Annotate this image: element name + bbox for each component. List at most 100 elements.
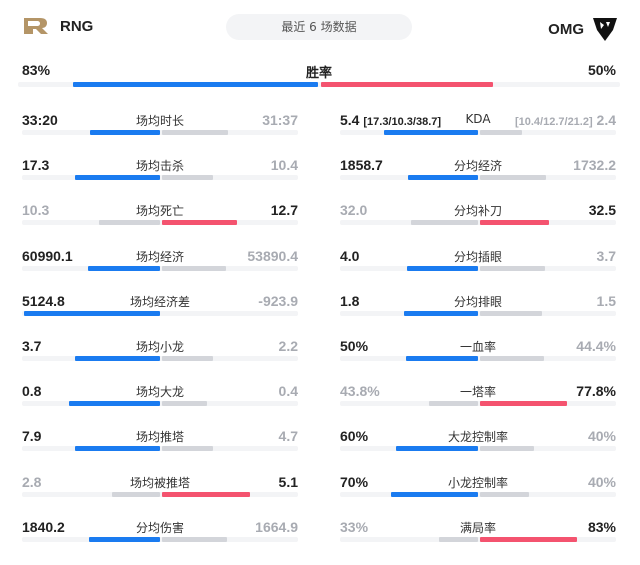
right-value-number: 12.7 bbox=[270, 202, 298, 219]
left-value: 17.3 bbox=[22, 157, 49, 173]
right-value-number: 2.2 bbox=[278, 337, 298, 354]
right-value: 32.5 bbox=[589, 202, 616, 218]
left-value-number: 5.4 bbox=[340, 112, 360, 128]
stat-track bbox=[340, 536, 616, 542]
left-value: 70% bbox=[340, 474, 368, 490]
left-stat-bar bbox=[75, 175, 160, 181]
right-value: 44.4% bbox=[576, 338, 616, 354]
left-stat-bar bbox=[383, 130, 478, 135]
left-stat-bar bbox=[403, 310, 478, 316]
left-value-number: 10.3 bbox=[22, 202, 50, 219]
left-value: 0.8 bbox=[22, 383, 41, 399]
win-rate-track bbox=[18, 82, 620, 87]
stat-track bbox=[340, 491, 616, 497]
left-value: 43.8% bbox=[340, 383, 380, 399]
left-stat-bar bbox=[396, 446, 478, 452]
right-stat-bar bbox=[480, 536, 578, 542]
left-value-number: 4.0 bbox=[340, 247, 360, 264]
left-stat-bar bbox=[439, 536, 478, 542]
right-stat-bar bbox=[162, 130, 229, 135]
recent-games-tab[interactable]: 最近 6 场数据 bbox=[226, 14, 412, 40]
right-stat-bar bbox=[480, 130, 522, 135]
right-value: 2.2 bbox=[279, 338, 298, 354]
right-value-number: 1732.2 bbox=[573, 157, 616, 174]
left-team[interactable]: RNG bbox=[22, 16, 93, 36]
stat-row: 17.3 场均击杀 10.4 bbox=[22, 155, 298, 200]
stat-row: 0.8 场均大龙 0.4 bbox=[22, 381, 298, 426]
stat-label: 场均击杀 bbox=[135, 159, 184, 174]
stat-label: 场均推塔 bbox=[135, 430, 184, 445]
stat-track bbox=[340, 220, 616, 226]
stat-track bbox=[22, 130, 298, 135]
stat-row: 4.0 分均插眼 3.7 bbox=[340, 246, 616, 291]
stat-row: 2.8 场均被推塔 5.1 bbox=[22, 472, 298, 517]
left-win-rate-bar bbox=[73, 82, 318, 87]
stat-label: 场均死亡 bbox=[135, 204, 184, 219]
left-stat-bar bbox=[111, 491, 160, 497]
right-stat-bar bbox=[480, 175, 546, 181]
left-value: 1840.2 bbox=[22, 519, 65, 535]
left-value: 33:20 bbox=[22, 112, 58, 128]
stat-label: 大龙控制率 bbox=[447, 430, 508, 445]
left-value-number: 3.7 bbox=[22, 337, 42, 354]
left-value: 50% bbox=[340, 338, 368, 354]
left-stat-bar bbox=[88, 536, 160, 542]
stat-row: 3.7 场均小龙 2.2 bbox=[22, 336, 298, 381]
stat-track bbox=[340, 265, 616, 271]
win-rate-label: 胜率 bbox=[305, 66, 332, 81]
right-stat-bar bbox=[162, 446, 213, 452]
stat-label: 一血率 bbox=[459, 339, 496, 354]
rng-logo bbox=[24, 18, 48, 34]
stat-track bbox=[22, 355, 298, 361]
right-value-number: 53890.4 bbox=[247, 247, 298, 264]
right-stat-bar bbox=[480, 310, 542, 316]
stat-row: 7.9 场均推塔 4.7 bbox=[22, 426, 298, 471]
right-value-number: 40% bbox=[587, 428, 616, 445]
stat-label: 一塔率 bbox=[459, 385, 496, 400]
left-value: 1.8 bbox=[340, 293, 359, 309]
right-stat-bar bbox=[162, 175, 214, 181]
stat-label: 场均经济 bbox=[135, 249, 184, 264]
right-value: 0.4 bbox=[279, 383, 298, 399]
left-stat-bar bbox=[410, 220, 478, 226]
left-value: 4.0 bbox=[340, 248, 359, 264]
left-value: 5124.8 bbox=[22, 293, 65, 309]
right-value: 12.7 bbox=[271, 202, 298, 218]
right-value: 1664.9 bbox=[255, 519, 298, 535]
stat-row: 10.3 场均死亡 12.7 bbox=[22, 200, 298, 245]
right-stat-bar bbox=[162, 355, 213, 361]
stat-track bbox=[340, 401, 616, 407]
right-stat-bar bbox=[480, 446, 535, 452]
left-value-detail: [17.3/10.3/38.7] bbox=[363, 116, 442, 128]
stat-track bbox=[22, 491, 298, 497]
stat-track bbox=[340, 175, 616, 181]
left-win-rate: 83% bbox=[22, 62, 51, 78]
stat-label: 场均经济差 bbox=[129, 294, 190, 309]
right-value: [10.4/12.7/21.2] 2.4 bbox=[515, 112, 616, 128]
right-value-number: 2.4 bbox=[596, 112, 616, 128]
omg-logo bbox=[593, 18, 617, 41]
stat-track bbox=[340, 446, 616, 452]
right-value: 4.7 bbox=[279, 428, 298, 444]
stat-row: 43.8% 一塔率 77.8% bbox=[340, 381, 616, 426]
stat-track bbox=[22, 446, 298, 452]
stat-label: 分均补刀 bbox=[453, 204, 502, 219]
right-value: 77.8% bbox=[576, 383, 616, 399]
stat-label: 分均排眼 bbox=[453, 294, 502, 309]
left-stat-bar bbox=[87, 265, 160, 271]
left-value-number: 1858.7 bbox=[340, 157, 383, 174]
left-stat-bar bbox=[74, 355, 160, 361]
right-value: 31:37 bbox=[262, 112, 298, 128]
stat-track bbox=[340, 355, 616, 361]
stat-track bbox=[22, 310, 298, 316]
left-value: 5.4 [17.3/10.3/38.7] bbox=[340, 112, 441, 128]
left-value: 3.7 bbox=[22, 338, 41, 354]
right-team[interactable]: OMG bbox=[548, 16, 618, 42]
left-value-number: 7.9 bbox=[22, 428, 42, 445]
right-win-rate: 50% bbox=[587, 62, 616, 78]
right-value-number: 4.7 bbox=[278, 428, 298, 445]
left-value: 1858.7 bbox=[340, 157, 383, 173]
right-value: 10.4 bbox=[271, 157, 298, 173]
left-value-number: 2.8 bbox=[22, 473, 42, 490]
right-value-number: 32.5 bbox=[588, 202, 616, 219]
